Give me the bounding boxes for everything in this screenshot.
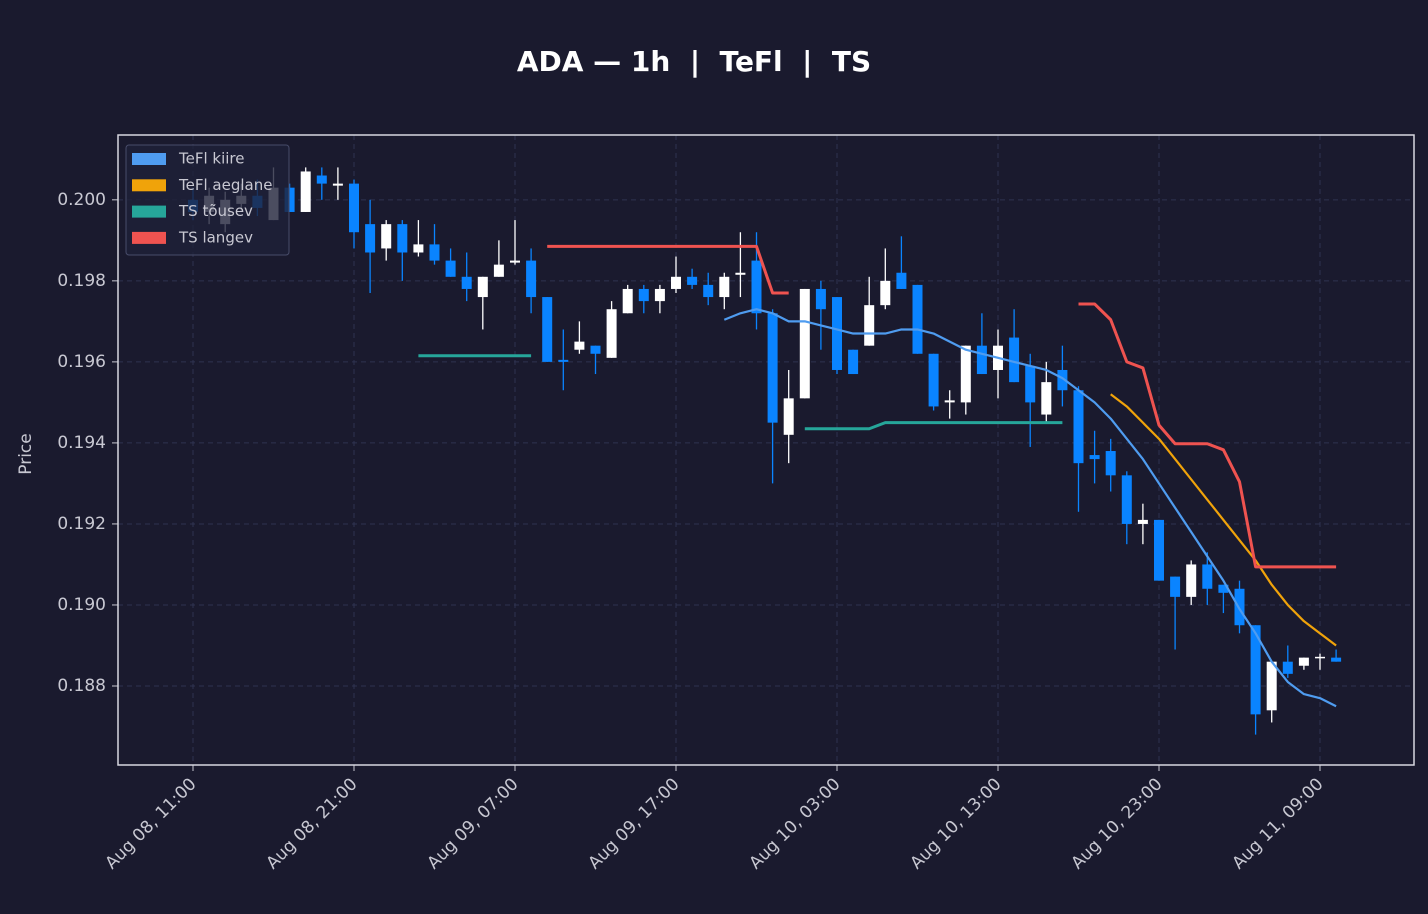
line-series bbox=[547, 244, 1337, 569]
candle-body bbox=[1121, 475, 1132, 524]
candle-body bbox=[928, 353, 939, 407]
x-tick-label: Aug 08, 11:00 bbox=[102, 774, 201, 873]
candle-body bbox=[1170, 576, 1181, 597]
y-axis-label: Price bbox=[16, 433, 36, 474]
chart-title: ADA — 1h | TeFl | TS bbox=[517, 45, 871, 78]
candle-body bbox=[493, 264, 504, 277]
candle-body bbox=[960, 345, 971, 403]
legend-swatch bbox=[132, 205, 166, 218]
legend-swatch bbox=[132, 179, 166, 192]
candle-body bbox=[316, 175, 327, 184]
legend-label: TS tõusev bbox=[178, 202, 253, 220]
candle-body bbox=[1105, 451, 1116, 476]
x-tick-label: Aug 09, 17:00 bbox=[585, 774, 684, 873]
candle-body bbox=[654, 288, 665, 302]
candle-body bbox=[397, 224, 408, 253]
y-tick-label: 0.188 bbox=[57, 676, 106, 696]
candle-body bbox=[815, 288, 826, 310]
candle-body bbox=[1282, 661, 1293, 674]
y-tick-label: 0.190 bbox=[57, 595, 106, 615]
candle-body bbox=[542, 297, 553, 362]
candle-body bbox=[976, 345, 987, 375]
candle-body bbox=[896, 272, 907, 289]
legend-swatch bbox=[132, 231, 166, 244]
candle-body bbox=[1331, 657, 1342, 662]
candle-body bbox=[1202, 564, 1213, 589]
candle-body bbox=[1298, 657, 1309, 666]
candle-body bbox=[864, 305, 875, 346]
line-series bbox=[418, 354, 1063, 431]
candle-body bbox=[703, 284, 714, 298]
candle-body bbox=[1250, 625, 1261, 715]
candle-body bbox=[1266, 661, 1277, 711]
legend-label: TeFl kiire bbox=[178, 150, 245, 168]
candle-body bbox=[1218, 584, 1229, 593]
candle-body bbox=[510, 260, 520, 263]
candle-body bbox=[1073, 390, 1084, 464]
candle-body bbox=[735, 272, 746, 275]
candle-body bbox=[1025, 365, 1036, 403]
candle-body bbox=[349, 183, 359, 233]
candle-body bbox=[558, 359, 569, 362]
line-series bbox=[1110, 393, 1337, 647]
candle-body bbox=[590, 345, 601, 354]
candle-body bbox=[767, 313, 778, 423]
candle-body bbox=[300, 171, 311, 212]
y-tick-label: 0.200 bbox=[57, 190, 106, 210]
y-tick-label: 0.196 bbox=[57, 352, 106, 372]
candle-body bbox=[783, 398, 794, 435]
candle-body bbox=[1089, 455, 1100, 460]
candle-body bbox=[848, 349, 859, 375]
candle-body bbox=[429, 244, 440, 261]
candle-body bbox=[671, 276, 681, 289]
candle-body bbox=[1057, 369, 1068, 391]
candle-body bbox=[332, 183, 343, 186]
candle-body bbox=[1041, 382, 1052, 415]
legend-label: TeFl aeglane bbox=[178, 176, 272, 194]
candle-body bbox=[1009, 337, 1020, 383]
candle-body bbox=[1315, 656, 1325, 659]
candle-body bbox=[526, 260, 537, 298]
candle-body bbox=[445, 260, 456, 277]
legend-swatch bbox=[132, 153, 166, 165]
candle-body bbox=[477, 276, 488, 298]
y-tick-label: 0.192 bbox=[57, 514, 106, 534]
y-tick-label: 0.198 bbox=[57, 271, 106, 291]
candle-body bbox=[413, 244, 424, 253]
candle-body bbox=[912, 284, 923, 354]
candle-body bbox=[606, 309, 617, 358]
y-tick-label: 0.194 bbox=[57, 433, 106, 453]
candle-body bbox=[799, 288, 810, 399]
candle-body bbox=[284, 187, 295, 212]
candle-body bbox=[944, 400, 955, 403]
candle-body bbox=[1154, 519, 1164, 581]
candle-body bbox=[1137, 519, 1148, 524]
candle-body bbox=[574, 341, 585, 350]
legend-box bbox=[125, 144, 290, 256]
x-tick-label: Aug 11, 09:00 bbox=[1229, 774, 1328, 873]
x-tick-label: Aug 08, 21:00 bbox=[263, 774, 362, 873]
line-series bbox=[723, 308, 1337, 708]
candle-body bbox=[622, 288, 633, 314]
candle-body bbox=[832, 297, 842, 370]
candle-body bbox=[461, 276, 472, 289]
candle-body bbox=[381, 224, 392, 249]
candle-body bbox=[1186, 564, 1197, 597]
x-tick-label: Aug 10, 13:00 bbox=[907, 774, 1006, 873]
candle-body bbox=[880, 280, 891, 306]
x-tick-label: Aug 10, 03:00 bbox=[746, 774, 845, 873]
x-tick-label: Aug 10, 23:00 bbox=[1068, 774, 1167, 873]
candle-body bbox=[687, 276, 698, 285]
candle-body bbox=[751, 260, 762, 314]
legend-label: TS langev bbox=[178, 228, 253, 246]
candle-body bbox=[365, 224, 376, 253]
x-tick-label: Aug 09, 07:00 bbox=[424, 774, 523, 873]
plot-frame bbox=[117, 134, 1415, 766]
candle-body bbox=[638, 288, 649, 302]
candle-body bbox=[719, 276, 730, 298]
